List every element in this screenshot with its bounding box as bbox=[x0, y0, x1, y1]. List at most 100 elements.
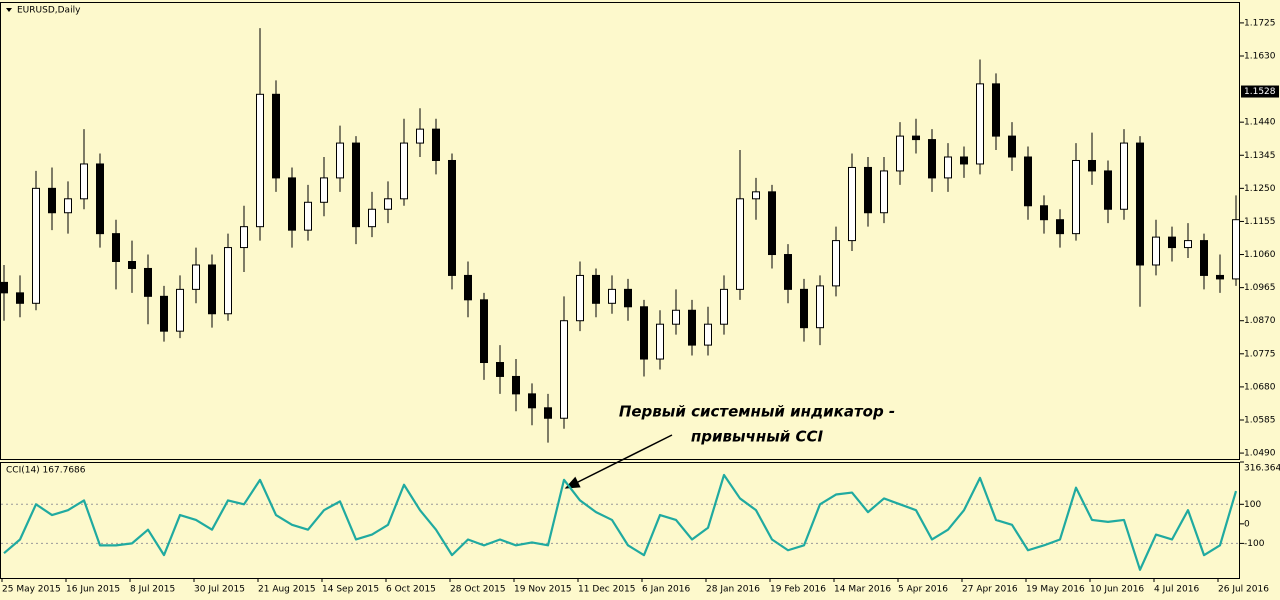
candle-body bbox=[576, 274, 584, 322]
x-tick-label: 28 Oct 2015 bbox=[450, 585, 506, 595]
candle-body bbox=[416, 128, 424, 144]
candle-body bbox=[800, 288, 808, 329]
candle-body bbox=[32, 187, 40, 304]
candle-body bbox=[112, 233, 120, 263]
candle-body bbox=[1136, 142, 1144, 266]
x-tick-label: 25 May 2015 bbox=[2, 585, 61, 595]
candle-body bbox=[976, 83, 984, 165]
x-tick-label: 26 Jul 2016 bbox=[1218, 585, 1269, 595]
candle-body bbox=[352, 142, 360, 228]
candle-body bbox=[304, 201, 312, 231]
x-tick-label: 4 Jul 2016 bbox=[1154, 585, 1199, 595]
candle-body bbox=[1024, 156, 1032, 207]
annotation: привычный CCI bbox=[691, 428, 824, 446]
y-tick-label: -100 bbox=[1244, 539, 1265, 549]
annotation: Первый системный индикатор - bbox=[619, 403, 895, 421]
candle-body bbox=[768, 191, 776, 256]
x-tick-label: 10 Jun 2016 bbox=[1090, 585, 1144, 595]
y-tick-label: 1.0775 bbox=[1244, 349, 1276, 359]
candle-body bbox=[176, 288, 184, 332]
candle-body bbox=[688, 309, 696, 346]
candle-body bbox=[704, 323, 712, 346]
candle-body bbox=[720, 288, 728, 325]
x-tick-label: 30 Jul 2015 bbox=[194, 585, 245, 595]
candle-body bbox=[1232, 219, 1240, 280]
x-tick-label: 11 Dec 2015 bbox=[578, 585, 636, 595]
x-tick-label: 14 Mar 2016 bbox=[834, 585, 891, 595]
candle-body bbox=[992, 83, 1000, 137]
candle-body bbox=[1120, 142, 1128, 210]
candle-body bbox=[64, 198, 72, 214]
candle-body bbox=[784, 254, 792, 290]
candle-body bbox=[1168, 236, 1176, 249]
candle-body bbox=[384, 198, 392, 210]
candle-body bbox=[256, 93, 264, 228]
candle-body bbox=[432, 128, 440, 161]
candle-body bbox=[496, 362, 504, 377]
candle-body bbox=[224, 247, 232, 315]
candle-body bbox=[16, 292, 24, 304]
y-tick-label: 100 bbox=[1244, 500, 1261, 510]
chart-title: EURUSD,Daily bbox=[17, 6, 81, 16]
candle-body bbox=[320, 177, 328, 203]
candle-body bbox=[128, 261, 136, 269]
x-tick-label: 6 Oct 2015 bbox=[386, 585, 436, 595]
candle-body bbox=[288, 177, 296, 231]
candle-body bbox=[896, 135, 904, 172]
menu-triangle bbox=[6, 8, 12, 12]
candle-body bbox=[512, 375, 520, 395]
candle-body bbox=[624, 288, 632, 308]
candle-body bbox=[368, 208, 376, 228]
current-price-box bbox=[1241, 85, 1279, 98]
y-tick-label: 1.0870 bbox=[1244, 316, 1276, 326]
cci-line bbox=[3, 473, 1238, 571]
y-tick-label: 1.0965 bbox=[1244, 283, 1276, 293]
candle-body bbox=[240, 226, 248, 249]
candle-body bbox=[1104, 170, 1112, 210]
candle-body bbox=[96, 163, 104, 235]
y-tick-label: 1.1440 bbox=[1244, 118, 1276, 128]
candle-body bbox=[560, 320, 568, 419]
y-tick-label: 1.0585 bbox=[1244, 415, 1276, 425]
cci-title: CCI(14) 167.7686 bbox=[6, 466, 86, 476]
candle-body bbox=[752, 191, 760, 200]
candle-body bbox=[400, 142, 408, 200]
candle-body bbox=[1072, 159, 1080, 235]
candle-body bbox=[272, 93, 280, 179]
candle-body bbox=[208, 264, 216, 315]
candle-body bbox=[192, 264, 200, 290]
candle-body bbox=[480, 299, 488, 364]
y-tick-label: 1.0490 bbox=[1244, 449, 1276, 459]
candle-body bbox=[160, 295, 168, 332]
x-tick-label: 19 May 2016 bbox=[1026, 585, 1085, 595]
cci-panel-frame bbox=[0, 462, 1240, 579]
x-tick-label: 27 Apr 2016 bbox=[962, 585, 1018, 595]
candle-body bbox=[48, 187, 56, 214]
x-tick-label: 19 Feb 2016 bbox=[770, 585, 826, 595]
candle-body bbox=[928, 139, 936, 179]
y-tick-label: 1.1250 bbox=[1244, 184, 1276, 194]
candle-body bbox=[144, 267, 152, 297]
y-tick-label: 0 bbox=[1244, 519, 1250, 529]
x-tick-label: 6 Jan 2016 bbox=[642, 585, 690, 595]
candle-body bbox=[1008, 135, 1016, 158]
candle-body bbox=[528, 393, 536, 409]
annotation-arrow bbox=[564, 434, 673, 489]
candle-body bbox=[656, 323, 664, 360]
candle-body bbox=[544, 407, 552, 419]
x-tick-label: 28 Jan 2016 bbox=[706, 585, 760, 595]
candle-body bbox=[672, 309, 680, 325]
candle-body bbox=[80, 163, 88, 200]
candle-body bbox=[336, 142, 344, 179]
y-tick-label: 1.0680 bbox=[1244, 382, 1276, 392]
candle-body bbox=[1056, 219, 1064, 235]
candle-body bbox=[640, 306, 648, 360]
candle-body bbox=[1152, 236, 1160, 266]
candle-body bbox=[736, 198, 744, 290]
candle-body bbox=[960, 156, 968, 165]
y-tick-label: 316.3645 bbox=[1244, 464, 1280, 474]
candle-body bbox=[464, 274, 472, 301]
x-tick-label: 8 Jul 2015 bbox=[130, 585, 175, 595]
